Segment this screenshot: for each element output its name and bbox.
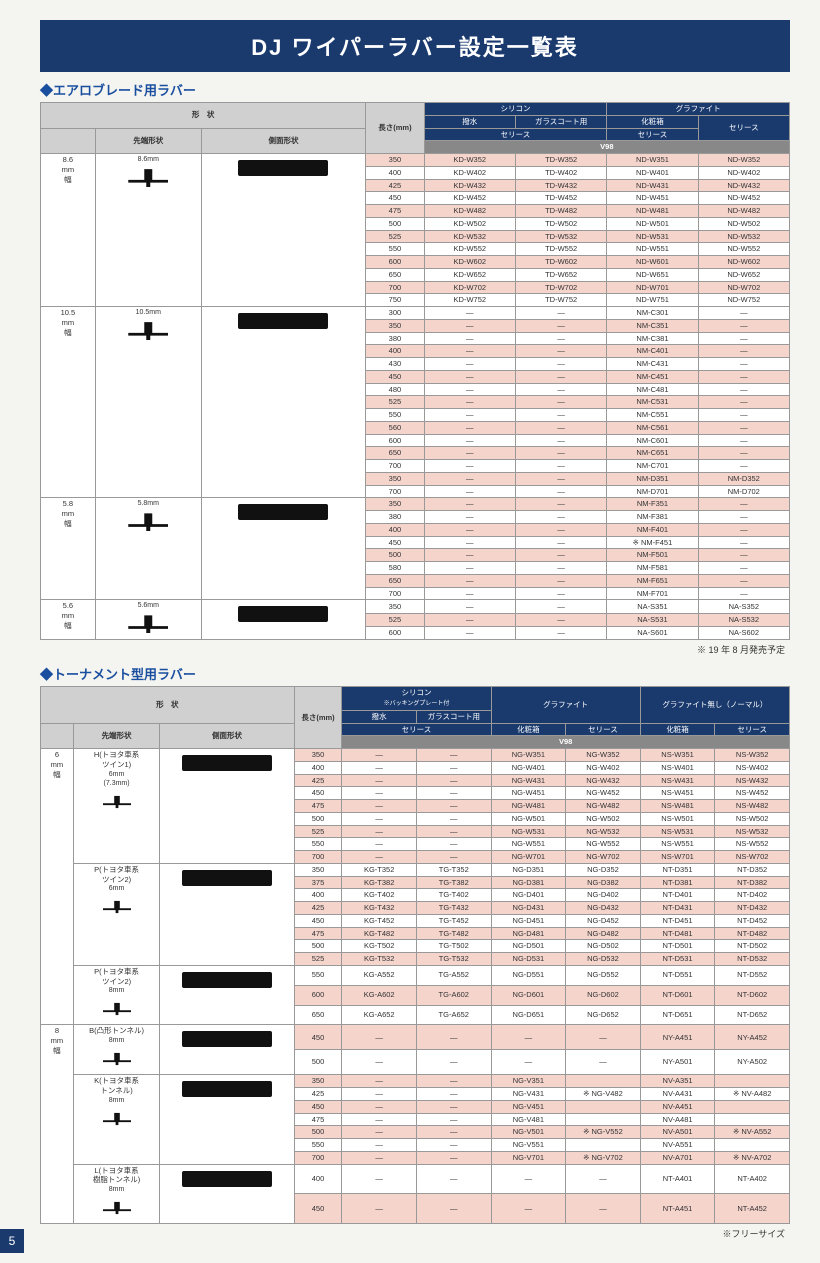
table-row: 5.8 mm 幅5.8mm350——NM-F351— [41, 498, 790, 511]
section1-heading: エアロブレード用ラバー [40, 80, 790, 99]
table-row: 10.5 mm 幅10.5mm300——NM-C301— [41, 307, 790, 320]
table-row: 8.6 mm 幅8.6mm350KD-W352TD-W352ND-W351ND-… [41, 154, 790, 167]
section2-heading: トーナメント型用ラバー [40, 664, 790, 683]
table-row: K(トヨタ車系 トンネル)8mm350——NG-V351NV-A351 [41, 1075, 790, 1088]
table-row: P(トヨタ車系 ツイン2)8mm550KG-A552TG-A552NG-D551… [41, 965, 790, 985]
table-row: 6 mm 幅H(トヨタ車系 ツイン1)6mm (7.3mm)350——NG-W3… [41, 749, 790, 762]
section2-note: ※フリーサイズ [40, 1224, 790, 1243]
section1-note: ※ 19 年 8 月発売予定 [40, 640, 790, 659]
table-row: 8 mm 幅B(凸形トンネル)8mm450————NY-A451NY-A452 [41, 1025, 790, 1050]
page-number: 5 [0, 1229, 24, 1253]
page-title: DJ ワイパーラバー設定一覧表 [40, 20, 790, 72]
table-row: L(トヨタ車系 樹脂トンネル)8mm400————NT-A401NT-A402 [41, 1164, 790, 1194]
section1-table: 形 状 長さ(mm) シリコン グラファイト 撥水 ガラスコート用 化粧箱 セリ… [40, 102, 790, 640]
section2-table: 形 状 長さ(mm) シリコン※バッキングプレート付 グラファイト グラファイト… [40, 686, 790, 1224]
table-row: P(トヨタ車系 ツイン2)6mm350KG-T352TG-T352NG-D351… [41, 863, 790, 876]
table-row: 5.6 mm 幅5.6mm350——NA-S351NA-S352 [41, 600, 790, 613]
